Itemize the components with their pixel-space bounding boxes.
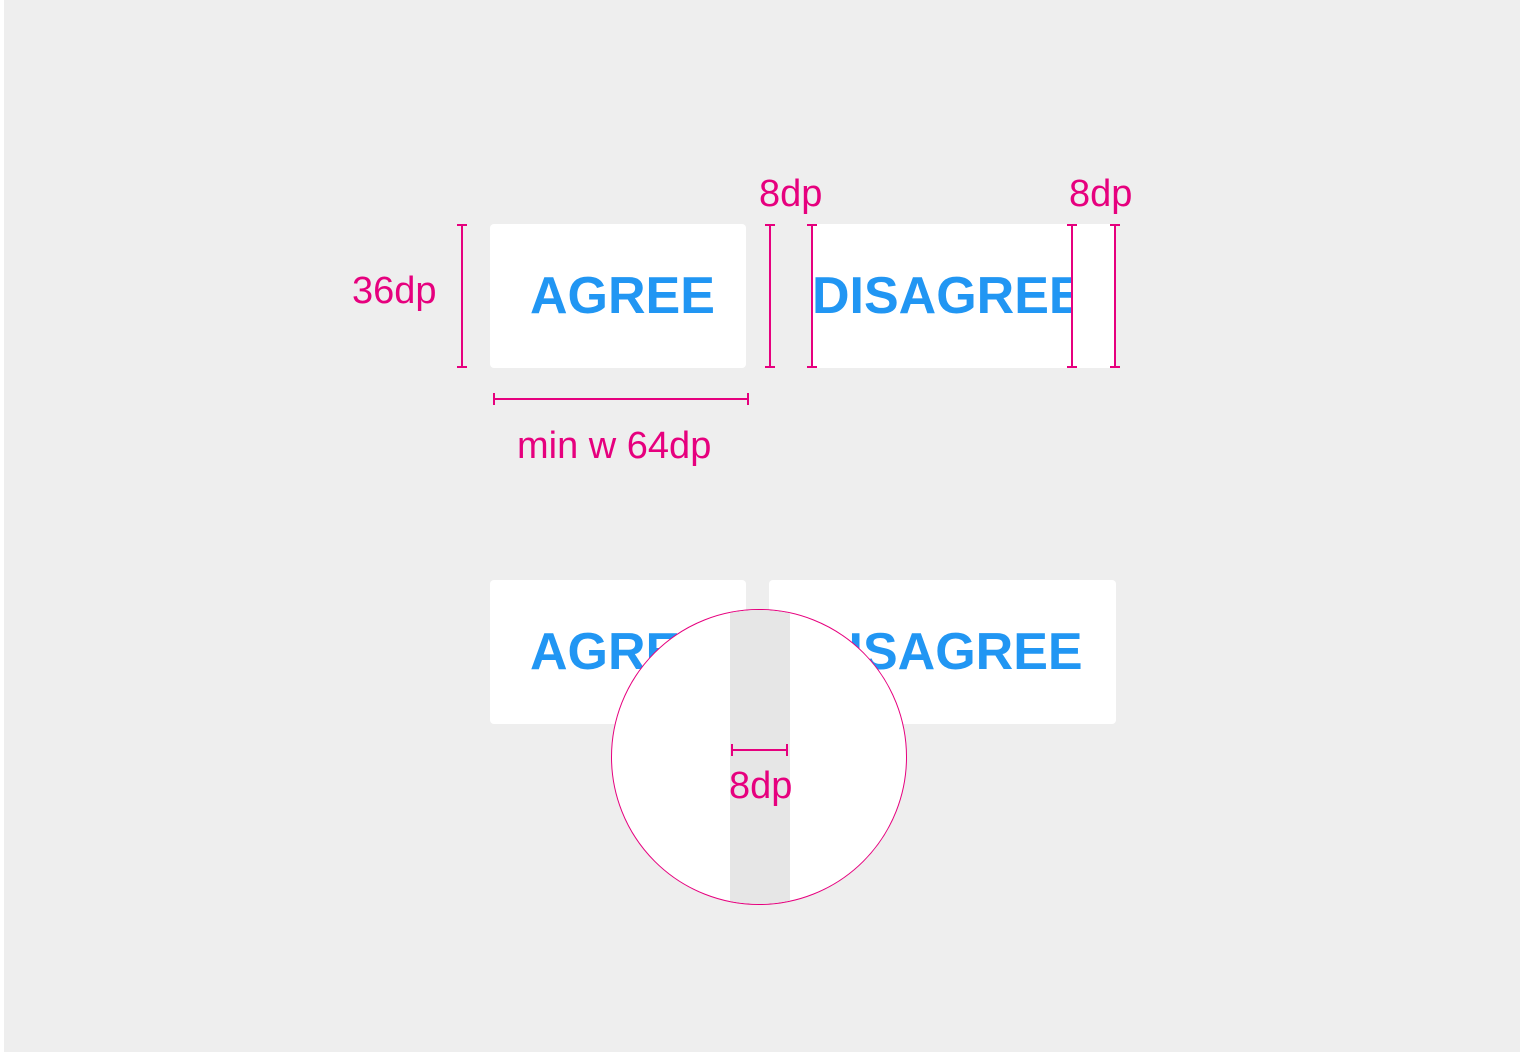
height-label: 36dp: [352, 270, 437, 312]
agree-button-top[interactable]: AGREE: [490, 224, 746, 368]
height-measure-line: [457, 224, 467, 368]
padding-label-top: 8dp: [1069, 173, 1133, 215]
padding-measure-lines: [1067, 224, 1120, 368]
agree-label-top: AGREE: [530, 267, 715, 325]
magnified-gap-measure-line: [731, 744, 788, 756]
magnified-gap: [730, 610, 790, 904]
disagree-label-top: DISAGREE: [812, 267, 1072, 325]
disagree-padding-right-zone: [1072, 224, 1116, 368]
disagree-button-top[interactable]: DISAGREE: [812, 224, 1072, 368]
gap-label-top: 8dp: [759, 173, 823, 215]
gap-label-bottom: 8dp: [729, 765, 793, 807]
gap-measure-lines: [765, 224, 817, 368]
magnifier-circle: [611, 609, 907, 905]
min-width-label: min w 64dp: [517, 425, 712, 467]
min-width-measure-line: [493, 393, 749, 405]
